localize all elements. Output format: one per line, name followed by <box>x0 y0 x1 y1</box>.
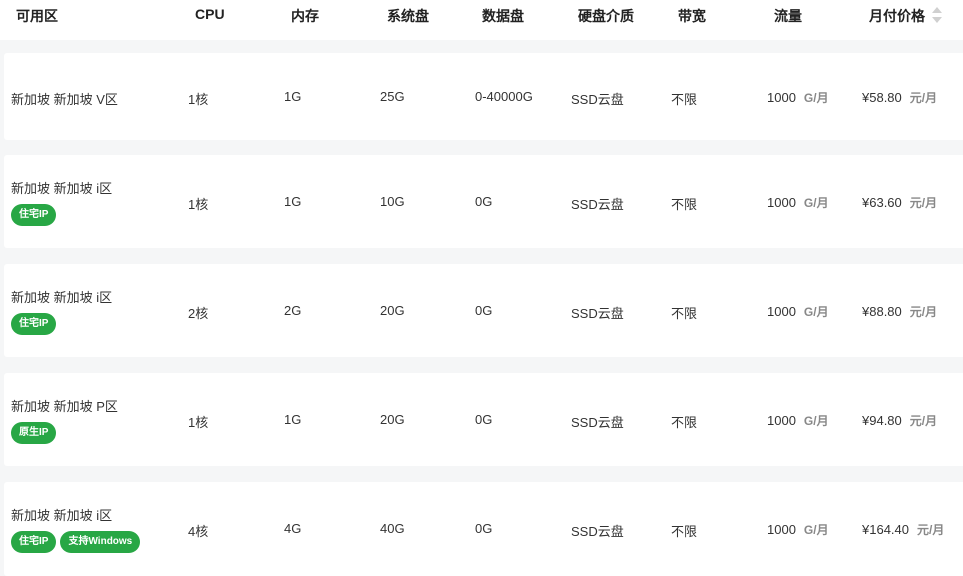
cpu-cell: 1核 <box>188 91 209 107</box>
cpu-cell: 1核 <box>188 414 209 430</box>
table-row[interactable]: 新加坡 新加坡 i区住宅IP 2核 2G 20G 0G SSD云盘 不限 1000 G/月 ¥88… <box>4 264 963 357</box>
header-system-disk: 系统盘 <box>387 8 429 24</box>
price-unit: 元/月 <box>909 304 938 319</box>
traffic-unit: G/月 <box>803 195 829 210</box>
traffic-unit: G/月 <box>803 304 829 319</box>
feature-tag: 住宅IP <box>11 312 57 335</box>
sort-caret-icon[interactable] <box>932 6 942 24</box>
bandwidth-cell: 不限 <box>671 524 698 539</box>
feature-tag: 住宅IP <box>11 531 57 553</box>
data-disk-cell: 0G <box>475 411 493 427</box>
table-row[interactable]: 新加坡 新加坡 V区 1核 1G 25G 0-40000G SSD云盘 不限 1000 G/月 ¥… <box>4 53 963 140</box>
traffic-cell: 1000 G/月 <box>767 303 829 320</box>
price-value: ¥94.80 <box>862 412 902 428</box>
system-disk-cell: 40G <box>380 521 405 536</box>
traffic-unit: G/月 <box>803 523 829 537</box>
feature-tag: 原生IP <box>11 421 57 444</box>
table-row[interactable]: 新加坡 新加坡 P区原生IP 1核 1G 20G 0G SSD云盘 不限 1000 G/月 ¥94… <box>4 373 963 466</box>
zone-cell: 新加坡 新加坡 P区原生IP <box>11 396 118 444</box>
price-cell: ¥94.80 元/月 <box>862 412 937 429</box>
bandwidth-cell: 不限 <box>671 414 698 430</box>
zone-name: 新加坡 新加坡 i区 <box>11 180 113 196</box>
price-value: ¥63.60 <box>862 194 902 210</box>
system-disk-cell: 20G <box>380 411 405 427</box>
header-bandwidth: 带宽 <box>678 8 706 24</box>
price-value: ¥164.40 <box>862 522 909 537</box>
cpu-cell: 1核 <box>188 196 209 212</box>
memory-cell: 4G <box>284 521 302 536</box>
traffic-value: 1000 <box>767 412 796 428</box>
traffic-cell: 1000 G/月 <box>767 194 829 211</box>
memory-cell: 1G <box>284 88 302 104</box>
price-value: ¥88.80 <box>862 303 902 319</box>
zone-cell: 新加坡 新加坡 i区住宅IP 支持Windows <box>11 505 141 553</box>
zone-cell: 新加坡 新加坡 V区 <box>11 89 118 108</box>
zone-cell: 新加坡 新加坡 i区住宅IP <box>11 287 112 335</box>
header-traffic: 流量 <box>774 8 802 24</box>
header-cpu: CPU <box>195 6 225 22</box>
traffic-value: 1000 <box>767 194 796 210</box>
price-unit: 元/月 <box>909 195 938 210</box>
traffic-value: 1000 <box>767 522 796 537</box>
price-cell: ¥58.80 元/月 <box>862 89 937 106</box>
traffic-cell: 1000 G/月 <box>767 521 829 538</box>
header-data-disk: 数据盘 <box>482 8 524 24</box>
price-unit: 元/月 <box>917 523 945 537</box>
table-row[interactable]: 新加坡 新加坡 i区住宅IP 1核 1G 10G 0G SSD云盘 不限 1000 G/月 ¥63… <box>4 155 963 248</box>
traffic-value: 1000 <box>767 303 796 319</box>
cpu-cell: 4核 <box>188 524 209 539</box>
bandwidth-cell: 不限 <box>671 91 698 107</box>
price-cell: ¥63.60 元/月 <box>862 194 937 211</box>
disk-media-cell: SSD云盘 <box>571 524 624 539</box>
traffic-unit: G/月 <box>803 90 829 105</box>
price-unit: 元/月 <box>909 90 938 105</box>
traffic-cell: 1000 G/月 <box>767 89 829 106</box>
disk-media-cell: SSD云盘 <box>571 91 624 107</box>
data-disk-cell: 0G <box>475 302 493 318</box>
feature-tag: 支持Windows <box>60 531 141 553</box>
data-disk-cell: 0G <box>475 193 493 209</box>
header-memory: 内存 <box>291 8 319 24</box>
cpu-cell: 2核 <box>188 305 209 321</box>
zone-name: 新加坡 新加坡 V区 <box>11 91 118 107</box>
header-monthly-price[interactable]: 月付价格 <box>869 8 925 24</box>
feature-tag: 住宅IP <box>11 203 57 226</box>
price-unit: 元/月 <box>909 413 938 428</box>
price-cell: ¥88.80 元/月 <box>862 303 937 320</box>
bandwidth-cell: 不限 <box>671 196 698 212</box>
disk-media-cell: SSD云盘 <box>571 305 624 321</box>
disk-media-cell: SSD云盘 <box>571 414 624 430</box>
memory-cell: 2G <box>284 302 302 318</box>
header-zone: 可用区 <box>16 8 58 24</box>
table-header: 可用区 CPU 内存 系统盘 数据盘 硬盘介质 带宽 流量 月付价格 <box>0 0 963 40</box>
zone-name: 新加坡 新加坡 P区 <box>11 398 118 414</box>
memory-cell: 1G <box>284 411 302 427</box>
data-disk-cell: 0G <box>475 521 493 536</box>
zone-name: 新加坡 新加坡 i区 <box>11 508 113 523</box>
header-disk-media: 硬盘介质 <box>578 8 634 24</box>
table-row[interactable]: 新加坡 新加坡 i区住宅IP 支持Windows 4核 4G 40G 0G SSD云盘 不限 1… <box>4 482 963 576</box>
zone-name: 新加坡 新加坡 i区 <box>11 289 113 305</box>
system-disk-cell: 25G <box>380 88 405 104</box>
zone-cell: 新加坡 新加坡 i区住宅IP <box>11 178 112 226</box>
traffic-unit: G/月 <box>803 413 829 428</box>
data-disk-cell: 0-40000G <box>475 88 533 104</box>
system-disk-cell: 10G <box>380 193 405 209</box>
price-cell: ¥164.40 元/月 <box>862 521 944 538</box>
price-value: ¥58.80 <box>862 89 902 105</box>
system-disk-cell: 20G <box>380 302 405 318</box>
traffic-value: 1000 <box>767 89 796 105</box>
bandwidth-cell: 不限 <box>671 305 698 321</box>
disk-media-cell: SSD云盘 <box>571 196 624 212</box>
memory-cell: 1G <box>284 193 302 209</box>
traffic-cell: 1000 G/月 <box>767 412 829 429</box>
